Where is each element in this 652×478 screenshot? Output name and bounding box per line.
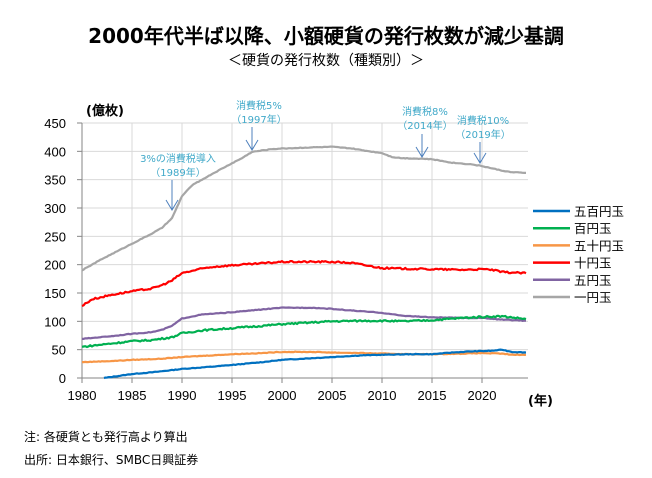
annotation-label: 3%の消費税導入 [140,152,216,165]
series-line-3 [81,260,527,307]
gridlines [82,122,528,378]
x-tick-label: 2010 [368,388,397,403]
x-tick-label: 1995 [218,388,247,403]
x-tick-label: 1980 [68,388,97,403]
y-tick-label: 100 [44,314,66,329]
annotation-label: 消費税8% [402,105,448,118]
legend-label: 十円玉 [574,256,612,271]
x-tick-label: 1990 [168,388,197,403]
y-axis-label: (億枚) [86,103,124,119]
y-tick-label: 50 [52,343,66,358]
annotation-arrow-icon [415,134,429,158]
y-tick-label: 450 [44,116,66,131]
series-lines [81,145,527,380]
legend-label: 五百円玉 [574,204,624,219]
y-tick-label: 350 [44,173,66,188]
x-tick-label: 1985 [118,388,147,403]
series-line-2 [82,350,527,364]
footnote: 注: 各硬貨とも発行高より算出 [24,430,188,444]
annotation-label: 消費税5% [236,99,282,112]
annotation-year: （2014年） [397,119,452,132]
y-tick-label: 250 [44,229,66,244]
chart-subtitle: ＜硬貨の発行枚数（種類別）＞ [228,53,424,69]
axes: 0 50 100 150 200 250 300 350 400 450 1980 1985 1990 1… [44,116,528,403]
annotation-arrow-icon [245,127,259,151]
x-tick-label: 2015 [418,388,447,403]
annotation-arrow-icon [165,180,179,211]
x-tick-label: 2020 [468,388,497,403]
annotation-arrow-icon [473,142,487,164]
x-axis-label: (年) [528,393,553,409]
y-tick-label: 150 [44,286,66,301]
annotation-year: （1997年） [231,113,286,126]
annotation-year: （2019年） [455,128,510,141]
y-tick-label: 400 [44,144,66,159]
source-note: 出所: 日本銀行、SMBC日興証券 [24,453,199,467]
annotation-year: （1989年） [150,166,205,179]
series-line-5 [81,145,526,272]
legend-label: 百円玉 [574,221,612,236]
x-tick-label: 2000 [268,388,297,403]
annotation-label: 消費税10% [457,114,509,127]
y-tick-label: 0 [59,371,66,386]
y-tick-label: 300 [44,201,66,216]
legend-label: 五十円玉 [574,238,624,253]
legend-label: 五円玉 [574,273,612,288]
y-tick-label: 200 [44,258,66,273]
series-line-0 [103,348,527,380]
x-tick-label: 2005 [318,388,347,403]
chart-title: 2000年代半ば以降、小額硬貨の発行枚数が減少基調 [88,24,564,48]
annotations: 3%の消費税導入（1989年） 消費税5%（1997年） 消費税8%（2014年） 消… [140,99,511,211]
legend-label: 一円玉 [574,290,612,305]
series-line-1 [81,314,527,349]
